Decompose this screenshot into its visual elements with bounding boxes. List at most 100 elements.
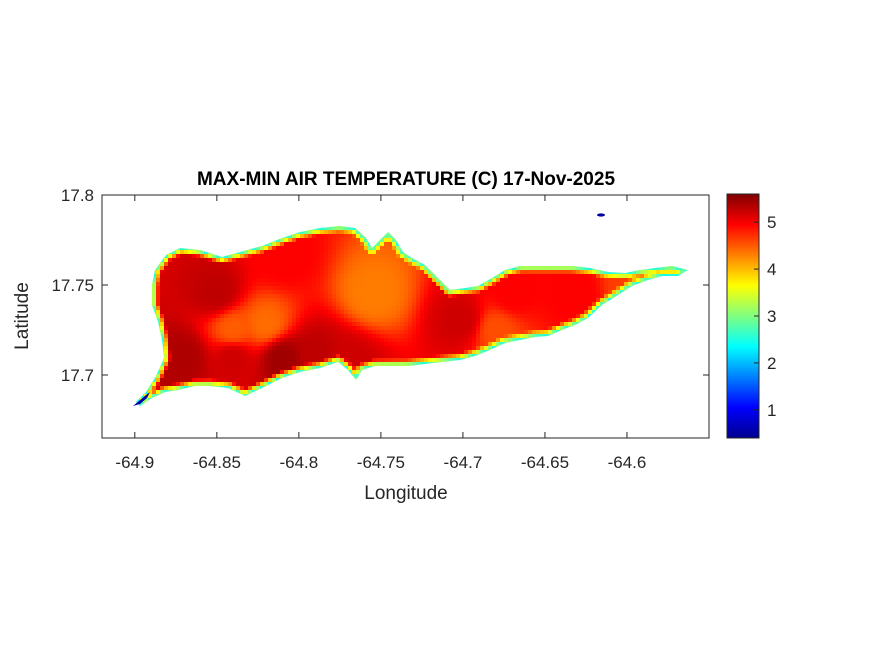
heat-cell [332,254,337,259]
heat-cell [184,374,189,379]
heat-cell [564,294,569,299]
heat-cell [280,370,285,375]
heat-cell [424,346,429,351]
heat-cell [204,306,209,311]
heat-cell [208,330,213,335]
heat-cell [196,318,201,323]
heat-cell [240,290,245,295]
heat-cell [360,270,365,275]
heat-cell [504,338,509,343]
heat-cell [576,286,581,291]
heat-cell [348,354,353,359]
heat-cell [244,390,249,395]
heat-cell [180,266,185,271]
heat-cell [272,370,277,375]
heat-cell [520,266,525,271]
heat-cell [344,286,349,291]
heat-cell [552,326,557,331]
heat-cell [368,338,373,343]
heat-cell [448,346,453,351]
heat-cell [356,242,361,247]
heat-cell [456,330,461,335]
heat-cell [188,362,193,367]
heat-cell [532,266,537,271]
heat-cell [208,266,213,271]
heat-cell [324,290,329,295]
heat-cell [360,346,365,351]
heat-cell [376,274,381,279]
heat-cell [368,250,373,255]
heat-cell [228,334,233,339]
heat-cell [284,342,289,347]
heat-cell [292,350,297,355]
heat-cell [240,378,245,383]
heat-cell [216,254,221,259]
heat-cell [392,310,397,315]
heat-cell [300,322,305,327]
heat-cell [388,362,393,367]
heat-cell [164,266,169,271]
heat-cell [404,282,409,287]
y-tick-label: 17.8 [61,186,94,205]
heat-cell [536,326,541,331]
heat-cell [296,290,301,295]
heat-cell [316,338,321,343]
heat-cell [272,334,277,339]
heat-cell [496,314,501,319]
heat-cell [312,254,317,259]
heat-cell [444,322,449,327]
heat-cell [380,290,385,295]
heat-cell [416,330,421,335]
heat-cell [280,250,285,255]
heat-cell [596,282,601,287]
heat-cell [324,306,329,311]
heat-cell [516,326,521,331]
heat-cell [164,258,169,263]
heat-cell [292,234,297,239]
heat-cell [560,298,565,303]
heat-cell [492,310,497,315]
heat-cell [312,278,317,283]
heat-cell [164,306,169,311]
heat-cell [260,286,265,291]
heat-cell [352,238,357,243]
heat-cell [352,254,357,259]
heat-cell [572,274,577,279]
heat-cell [160,298,165,303]
heat-cell [308,358,313,363]
heat-cell [380,318,385,323]
heat-cell [144,390,149,395]
heat-cell [416,270,421,275]
heat-cell [192,274,197,279]
heat-cell [596,274,601,279]
heat-cell [292,286,297,291]
heat-cell [604,298,609,303]
heat-cell [324,274,329,279]
heat-cell [296,298,301,303]
heat-cell [324,230,329,235]
heat-cell [304,298,309,303]
heat-cell [324,326,329,331]
heat-cell [268,246,273,251]
heat-cell [396,322,401,327]
heat-cell [420,306,425,311]
heat-cell [388,294,393,299]
heat-cell [544,318,549,323]
heat-cell [284,374,289,379]
heat-cell [256,310,261,315]
heat-cell [580,318,585,323]
heat-cell [424,330,429,335]
heat-cell [260,310,265,315]
heat-cell [240,370,245,375]
heat-cell [508,282,513,287]
heat-cell [392,330,397,335]
heat-cell [368,246,373,251]
heat-cell [472,294,477,299]
heat-cell [424,306,429,311]
colorbar-tick-label: 2 [767,354,776,373]
heat-cell [496,330,501,335]
heat-cell [308,230,313,235]
heat-cell [420,270,425,275]
heat-cell [352,346,357,351]
heat-cell [680,270,685,275]
